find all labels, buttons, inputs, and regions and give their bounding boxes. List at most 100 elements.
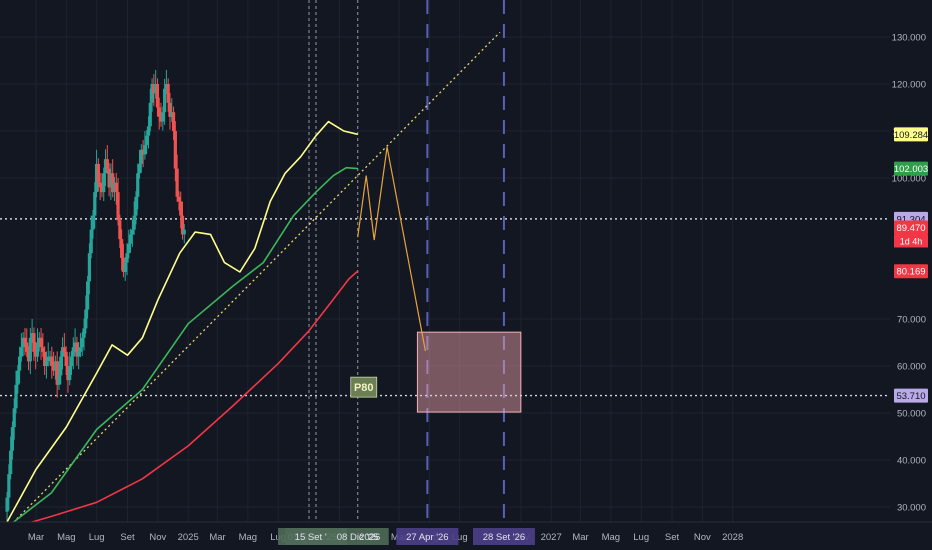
x-tick-label: Lug: [452, 532, 468, 543]
candle-body: [77, 351, 81, 357]
countdown-label: 1d 4h: [900, 236, 923, 246]
candle-body: [35, 342, 40, 357]
candle-body: [121, 257, 126, 272]
x-tick-label: Mar: [28, 532, 44, 543]
target-zone[interactable]: [416, 331, 522, 413]
candle-body: [118, 220, 122, 240]
candle-body: [109, 173, 113, 188]
candle-body: [17, 356, 22, 371]
candle-body: [168, 102, 172, 117]
candle-body: [82, 328, 86, 338]
candle-body: [5, 497, 9, 512]
candle-body: [164, 84, 168, 89]
x-highlight-label: 27 Apr '26: [406, 532, 449, 543]
annotation[interactable]: P80: [350, 376, 378, 398]
candle-body: [28, 337, 32, 362]
candle-body: [98, 182, 102, 188]
moving-averages: [5, 120, 359, 531]
candle-body: [146, 126, 151, 136]
x-highlight-label: 15 Set '25: [295, 532, 338, 543]
x-tick-label: Nov: [694, 532, 711, 543]
price-label-text: 80.169: [896, 267, 925, 278]
y-tick-label: 60.000: [897, 362, 926, 373]
x-tick-label: Nov: [149, 532, 166, 543]
candle-body: [34, 351, 38, 357]
candle-body: [50, 356, 54, 366]
candle-body: [78, 347, 83, 352]
x-highlight-label: 08 Dic '25: [337, 532, 379, 543]
x-tick-label: Set: [665, 532, 680, 543]
candle-body: [64, 351, 68, 366]
candle-body: [37, 337, 41, 343]
candle-body: [123, 262, 127, 272]
candle-body: [91, 215, 95, 230]
price-axis[interactable]: 30.00040.00050.00060.00070.000100.000110…: [890, 0, 932, 550]
x-highlight-label: 2026: [359, 532, 380, 543]
candle-body: [173, 131, 177, 169]
x-tick-label: Set: [120, 532, 135, 543]
projection-path[interactable]: [357, 146, 426, 352]
y-tick-label: 40.000: [897, 456, 926, 467]
candle-body: [14, 384, 18, 409]
candle-body: [7, 474, 11, 498]
price-label-ema-fast[interactable]: [894, 127, 928, 142]
x-highlight-badge: [326, 528, 389, 545]
candle-body: [80, 337, 84, 348]
candle-body: [136, 173, 140, 197]
candle-body: [162, 88, 167, 113]
candle-body: [130, 229, 134, 235]
candle-body: [105, 159, 109, 169]
x-tick-label: Mag: [57, 532, 75, 543]
projection-path-line[interactable]: [357, 146, 426, 352]
y-tick-label: 100.000: [892, 174, 926, 185]
horizontal-levels[interactable]: [0, 218, 890, 397]
candle-body: [171, 112, 176, 131]
price-label-ema-mid[interactable]: [894, 161, 928, 176]
x-tick-label: Lug: [89, 532, 105, 543]
candle-body: [134, 196, 138, 216]
candle-body: [10, 427, 15, 451]
candle-body: [125, 253, 129, 263]
x-tick-label: 2025: [178, 532, 199, 543]
x-tick-label: Mar: [209, 532, 225, 543]
candle-body: [143, 145, 147, 155]
candle-body: [52, 366, 56, 371]
y-tick-label: 130.000: [892, 33, 926, 44]
price-label-text: 53.710: [896, 391, 925, 402]
moving-average-line: [5, 270, 359, 531]
candle-body: [103, 159, 108, 174]
candle-body: [48, 356, 52, 358]
candle-body: [107, 168, 111, 188]
candle-body: [141, 149, 145, 155]
y-tick-label: 70.000: [897, 315, 926, 326]
candle-body: [39, 337, 43, 348]
price-label-level-lower[interactable]: [894, 388, 928, 403]
candle-body: [25, 342, 29, 352]
candle-body: [150, 84, 154, 103]
candle-body: [180, 215, 185, 235]
candle-body: [154, 84, 158, 94]
candle-body: [116, 192, 120, 221]
candle-body: [66, 366, 70, 381]
moving-average-line: [5, 120, 358, 524]
time-axis[interactable]: Mar Mag Lug Set Nov 2025 Mar Mag Lug Set Nov Mar Mag…: [0, 521, 932, 550]
candle-body: [96, 163, 100, 183]
candle-body: [16, 370, 20, 385]
candle-body: [175, 168, 179, 197]
trendline-line[interactable]: [5, 31, 501, 531]
annotation-box[interactable]: [350, 376, 378, 398]
x-highlight-label: 28 Set '26: [483, 532, 526, 543]
candle-body: [111, 173, 115, 193]
candle-body: [161, 112, 165, 122]
candle-body: [132, 215, 136, 230]
price-label-ema-slow[interactable]: [894, 264, 928, 279]
trendline[interactable]: [5, 31, 501, 531]
price-label-last-price[interactable]: [894, 220, 928, 235]
candle-body: [102, 173, 106, 193]
candle-body: [87, 253, 92, 282]
candle-body: [179, 201, 183, 216]
grid: [0, 0, 890, 522]
x-tick-label: 2028: [722, 532, 743, 543]
target-zone-box[interactable]: [416, 331, 522, 413]
